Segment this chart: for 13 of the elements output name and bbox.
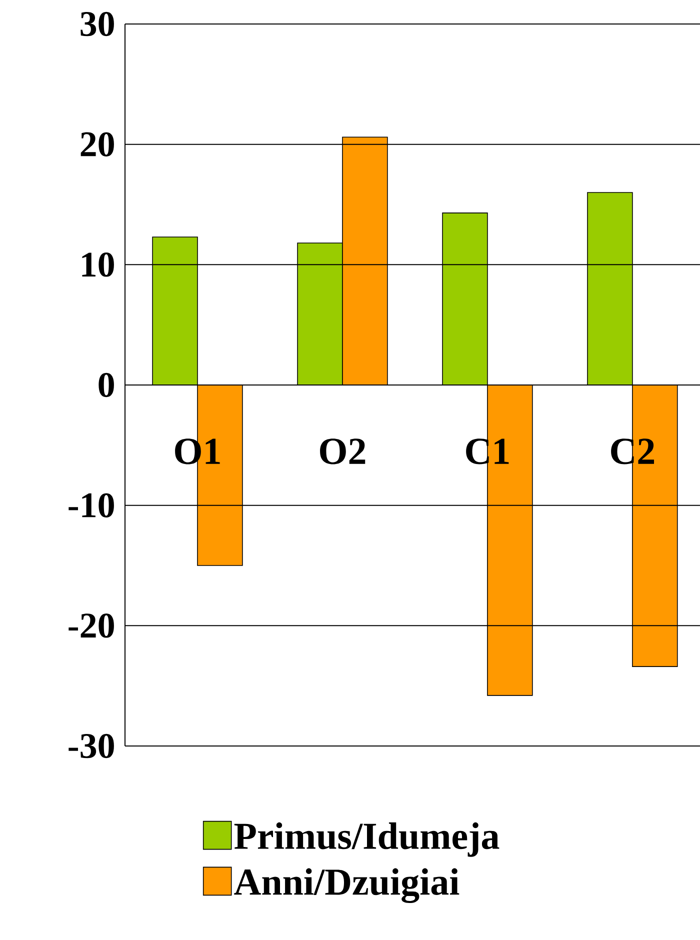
y-tick-label: -20 — [68, 614, 114, 638]
x-tick-label: O2 — [320, 438, 366, 464]
legend-label: Primus/Idumeja — [234, 822, 500, 857]
x-tick-label: C1 — [466, 438, 509, 464]
x-tick-label: C2 — [611, 438, 654, 464]
y-tick-label: 0 — [98, 372, 114, 398]
x-tick-label: O1 — [175, 438, 220, 464]
legend-label: Anni/Dzuigiai — [234, 868, 460, 904]
y-tick-label: 10 — [82, 252, 114, 277]
y-tick-label: -30 — [68, 734, 114, 758]
y-tick-label: 20 — [80, 132, 114, 156]
y-tick-label: 30 — [80, 12, 114, 36]
y-tick-label: -10 — [68, 493, 114, 518]
